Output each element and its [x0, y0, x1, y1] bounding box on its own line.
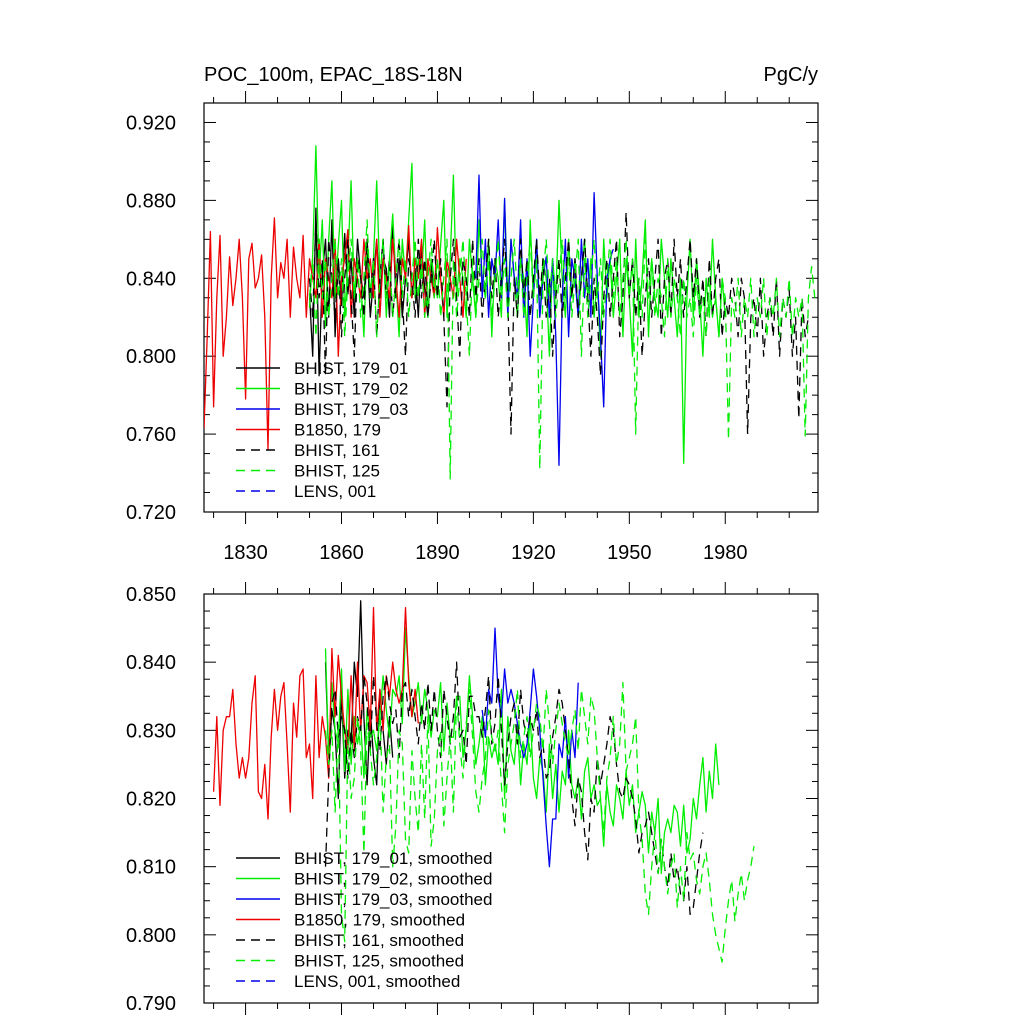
series-line — [308, 219, 816, 480]
legend-label: BHIST, 179_01 — [294, 359, 408, 378]
plot-frame — [203, 102, 819, 513]
y-tick-label: 0.840 — [126, 652, 176, 674]
legend-label: BHIST, 161 — [294, 441, 380, 460]
series-line — [481, 627, 579, 868]
y-tick-label: 0.830 — [126, 720, 176, 742]
legend-label: BHIST, 179_02, smoothed — [294, 870, 492, 889]
legend-label: BHIST, 161, smoothed — [294, 931, 464, 950]
x-tick-label: 1830 — [223, 542, 268, 564]
legend-label: BHIST, 179_01, smoothed — [294, 849, 492, 868]
series-line — [324, 661, 704, 916]
y-tick-label: 0.920 — [126, 112, 176, 134]
legend-label: BHIST, 179_03 — [294, 400, 408, 419]
y-tick-label: 0.790 — [126, 993, 176, 1015]
series-line — [212, 606, 419, 820]
chart-title: POC_100m, EPAC_18S-18N — [204, 64, 463, 86]
legend-label: BHIST, 125 — [294, 462, 380, 481]
legend-label: B1850, 179 — [294, 421, 381, 440]
y-tick-label: 0.720 — [126, 502, 176, 524]
y-tick-label: 0.800 — [126, 925, 176, 947]
legend-label: BHIST, 179_02 — [294, 380, 408, 399]
x-tick-label: 1860 — [319, 542, 364, 564]
x-tick-label: 1980 — [703, 542, 748, 564]
chart-panel-1: 0.720 0.760 0.800 0.840 0.880 0.920 1830 1860 18… — [126, 64, 819, 564]
x-tick-label: 1890 — [415, 542, 460, 564]
y-tick-label: 0.880 — [126, 190, 176, 212]
chart-units: PgC/y — [764, 64, 818, 86]
y-tick-label: 0.760 — [126, 424, 176, 446]
series-group — [212, 600, 755, 963]
x-tick-label: 1950 — [607, 542, 652, 564]
series-line — [204, 217, 467, 451]
legend-label: BHIST, 125, smoothed — [294, 952, 464, 971]
legend-label: LENS, 001 — [294, 482, 376, 501]
y-tick-label: 0.820 — [126, 789, 176, 811]
legend-label: B1850, 179, smoothed — [294, 911, 465, 930]
y-tick-label: 0.810 — [126, 857, 176, 879]
series-group — [204, 145, 816, 480]
y-tick-label: 0.850 — [126, 584, 176, 606]
y-tick-label: 0.800 — [126, 346, 176, 368]
x-tick-label: 1920 — [511, 542, 556, 564]
series-line — [324, 681, 755, 963]
legend-label: BHIST, 179_03, smoothed — [294, 890, 492, 909]
series-line — [475, 174, 614, 466]
legend-label: LENS, 001, smoothed — [294, 972, 460, 991]
y-tick-label: 0.840 — [126, 268, 176, 290]
chart-panel-2: 0.790 0.800 0.810 0.820 0.830 0.840 0.850 BHIST… — [126, 582, 819, 1015]
